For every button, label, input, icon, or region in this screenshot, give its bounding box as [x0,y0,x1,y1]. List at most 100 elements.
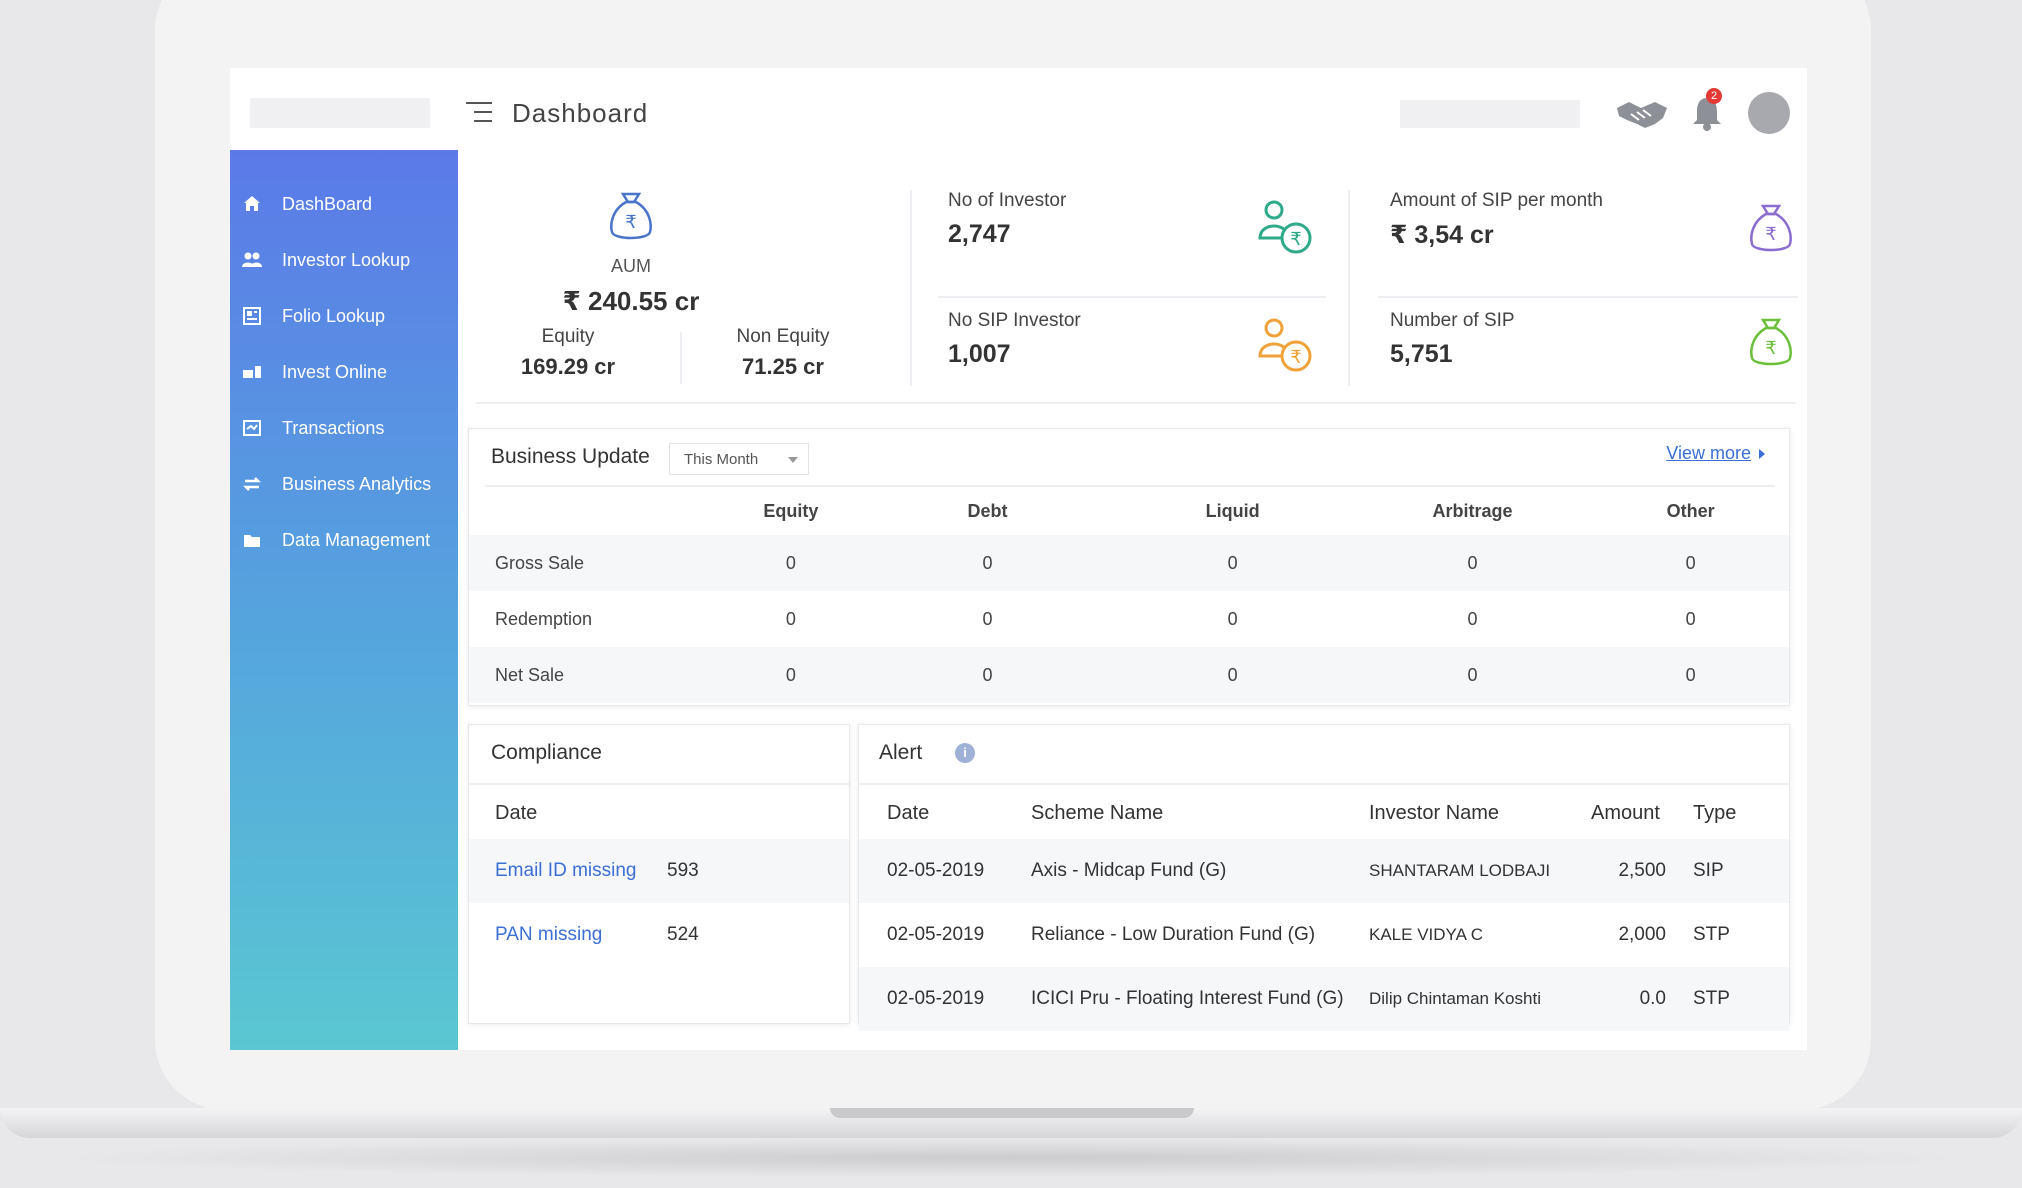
page-title: Dashboard [512,98,649,128]
sidebar-item-business-analytics[interactable]: Business Analytics [230,464,458,504]
sidebar-item-label: Invest Online [282,361,388,382]
table-header: Amount [1591,801,1660,824]
laptop-shadow [40,1138,1982,1178]
table-cell: 0 [1112,647,1353,703]
chevron-down-icon [788,457,798,463]
table-row: PAN missing 524 [469,903,849,967]
alert-panel: Alert i Date Scheme Name Investor Name A… [858,724,1790,1031]
invest-icon [242,362,262,382]
main-content: ₹ AUM ₹ 240.55 cr Equity 169.29 cr Non E… [458,150,1807,1050]
alert-date: 02-05-2019 [859,839,1030,903]
table-row: Redemption 0 0 0 0 0 [469,591,1789,647]
divider [485,485,1775,487]
data-icon [242,530,262,550]
alert-investor: SHANTARAM LODBAJI [1368,839,1590,903]
sidebar-item-transactions[interactable]: Transactions [230,408,458,448]
row-label: Gross Sale [469,535,720,591]
alert-type: STP [1693,924,1730,945]
table-header: Liquid [1205,500,1260,521]
money-bag-icon: ₹ [1750,204,1792,252]
non-equity-label: Non Equity [736,326,830,347]
svg-text:₹: ₹ [625,212,636,233]
equity-label: Equity [541,326,595,347]
search-placeholder[interactable] [1400,100,1580,128]
number-of-sip-label: Number of SIP [1390,310,1515,331]
email-missing-link[interactable]: Email ID missing [495,860,637,881]
divider [476,402,1796,404]
alert-amount: 0.0 [1590,967,1692,1031]
svg-text:₹: ₹ [1290,347,1301,368]
handshake-icon[interactable] [1615,94,1669,132]
table-cell: 0 [1112,535,1353,591]
business-update-panel: Business Update This Month View more Equ… [468,428,1790,706]
table-row: Email ID missing 593 [469,839,849,903]
avatar[interactable] [1748,92,1790,134]
money-bag-icon: ₹ [610,192,652,240]
alert-investor: KALE VIDYA C [1369,925,1484,944]
table-cell: 0 [1685,608,1696,629]
sidebar-item-dashboard[interactable]: DashBoard [230,184,458,224]
table-cell: 0 [1352,535,1593,591]
pan-missing-link[interactable]: PAN missing [495,924,603,945]
analytics-icon [242,474,262,494]
alert-type: SIP [1692,839,1789,903]
sidebar-item-label: Transactions [282,417,385,438]
view-more-link[interactable]: View more [1666,443,1765,464]
svg-text:₹: ₹ [1765,224,1776,245]
investor-rupee-icon: ₹ [1258,200,1312,254]
table-header: Investor Name [1369,801,1500,824]
table-header [469,487,720,535]
hamburger-menu-icon[interactable] [466,102,492,126]
period-dropdown-value: This Month [684,451,759,468]
sip-amount-label: Amount of SIP per month [1390,190,1603,211]
no-of-investor-label: No of Investor [948,190,1067,211]
no-sip-investor-card: No SIP Investor 1,007 [948,310,1308,410]
table-cell: 0 [1592,647,1789,703]
folio-icon [242,306,262,326]
sip-amount-card: Amount of SIP per month ₹ 3,54 cr [1390,190,1750,290]
aum-label: AUM [611,256,651,276]
no-of-investor-value: 2,747 [948,220,1011,248]
period-dropdown[interactable]: This Month [669,443,809,475]
logo-placeholder [250,98,430,128]
alert-amount: 2,000 [1618,924,1666,945]
divider [910,190,912,386]
compliance-table: Date Email ID missing 593 PAN missing 52… [469,787,849,967]
sidebar-item-investor-lookup[interactable]: Investor Lookup [230,240,458,280]
table-header: Date [495,801,538,824]
app-screen: Dashboard 2 DashBoard Investor Lookup [230,68,1807,1050]
alert-date: 02-05-2019 [859,967,1030,1031]
sidebar-item-label: Investor Lookup [282,249,411,270]
info-icon[interactable]: i [955,743,975,763]
svg-text:₹: ₹ [1290,229,1301,250]
table-header: Type [1693,801,1737,824]
number-of-sip-card: Number of SIP 5,751 [1390,310,1750,410]
sidebar-item-invest-online[interactable]: Invest Online [230,352,458,392]
row-label: Redemption [495,608,593,629]
table-header: Other [1666,500,1715,521]
alert-scheme: ICICI Pru - Floating Interest Fund (G) [1030,967,1368,1031]
home-icon [242,194,262,214]
sidebar-item-data-management[interactable]: Data Management [230,520,458,560]
table-header: Scheme Name [1031,801,1164,824]
caret-right-icon [1759,449,1765,459]
svg-text:₹: ₹ [1765,338,1776,359]
bell-icon[interactable] [1690,92,1724,132]
alert-table: Date Scheme Name Investor Name Amount Ty… [859,787,1789,1031]
table-row: 02-05-2019 Axis - Midcap Fund (G) SHANTA… [859,839,1789,903]
table-cell: 0 [982,608,993,629]
alert-title: Alert [879,741,923,764]
equity-value: 169.29 cr [520,354,616,379]
table-header [666,787,849,839]
sidebar-item-label: Data Management [282,529,431,550]
table-cell: 0 [719,647,863,703]
table-cell: 0 [1227,608,1238,629]
sidebar-item-folio-lookup[interactable]: Folio Lookup [230,296,458,336]
view-more-label: View more [1666,443,1751,463]
table-row: Gross Sale 0 0 0 0 0 [469,535,1789,591]
transactions-icon [242,418,262,438]
divider [1348,190,1350,386]
alert-date: 02-05-2019 [887,924,985,945]
no-sip-investor-label: No SIP Investor [948,310,1081,331]
table-cell: 0 [862,535,1113,591]
